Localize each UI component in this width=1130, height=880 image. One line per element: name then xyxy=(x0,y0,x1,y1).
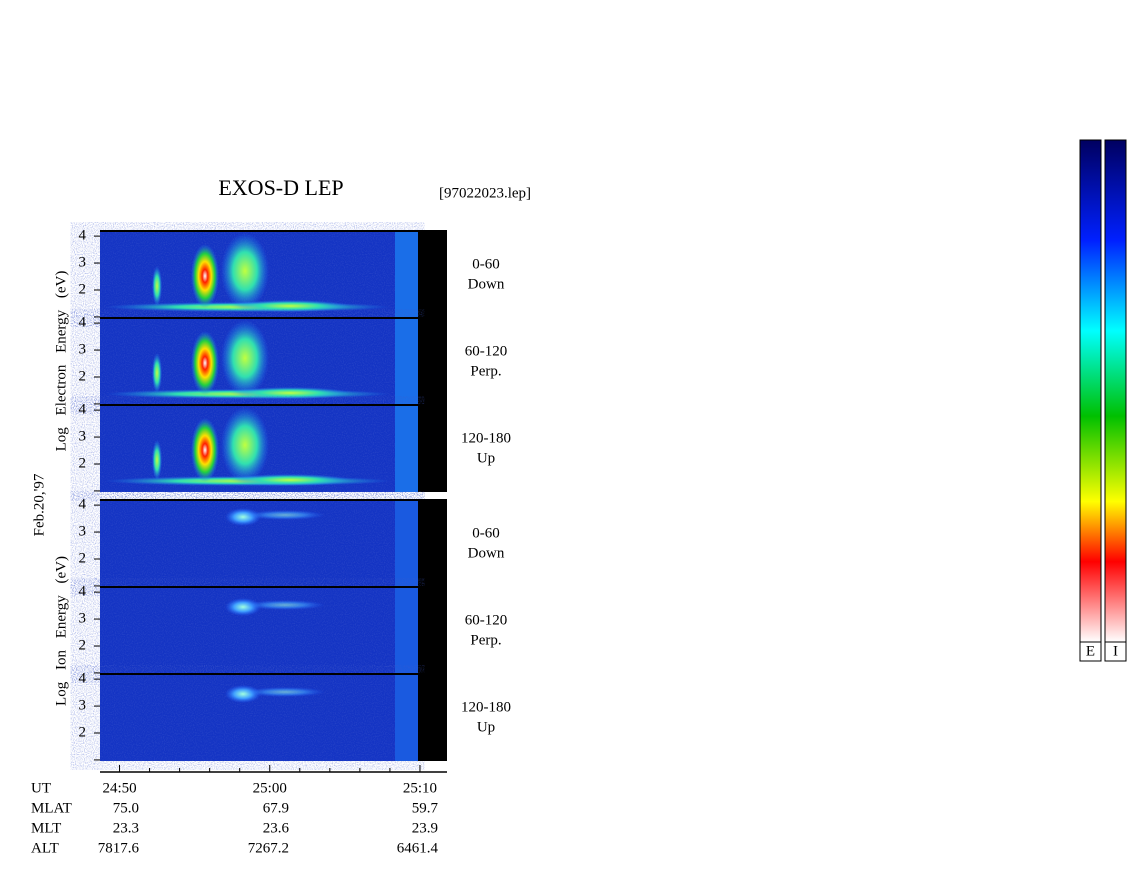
orbit-value: 7267.2 xyxy=(248,840,289,856)
y-tick-label: 2 xyxy=(79,637,87,653)
fill-band xyxy=(395,318,418,405)
panel-direction: Perp. xyxy=(470,632,501,648)
colorbar-label-box xyxy=(1104,641,1127,662)
panel-range: 120-180 xyxy=(461,699,511,715)
orbit-value: 67.9 xyxy=(263,800,289,816)
no-data xyxy=(418,587,447,674)
group-label: Log Ion Energy (eV) xyxy=(53,556,69,706)
y-tick-label: 3 xyxy=(79,697,87,713)
y-tick-label: 3 xyxy=(79,428,87,444)
date-label: Feb.20,'97 xyxy=(31,473,47,536)
colorbar xyxy=(1104,139,1127,643)
y-tick-label: 4 xyxy=(79,402,87,418)
no-data xyxy=(418,500,447,587)
blob xyxy=(191,331,219,395)
blob xyxy=(245,510,325,520)
blob xyxy=(230,387,350,399)
blob xyxy=(191,418,219,482)
y-tick-label: 2 xyxy=(79,368,87,384)
no-data xyxy=(418,674,447,761)
y-tick-label: 3 xyxy=(79,341,87,357)
group-label: Log Electron Energy (eV) xyxy=(53,271,69,452)
fill-band xyxy=(395,587,418,674)
x-tick-label: 24:50 xyxy=(102,780,136,796)
orbit-value: 59.7 xyxy=(412,800,439,816)
x-tick-label: 25:10 xyxy=(403,780,437,796)
x-tick-label: 25:00 xyxy=(253,780,287,796)
colorbar-label-box xyxy=(1079,641,1102,662)
fill-band xyxy=(395,231,418,318)
orbit-value: 6461.4 xyxy=(397,840,439,856)
blob xyxy=(221,407,269,483)
chart-title: EXOS-D LEP xyxy=(218,175,343,200)
blob xyxy=(245,687,325,697)
y-tick-label: 2 xyxy=(79,724,87,740)
y-tick-label: 3 xyxy=(79,610,87,626)
y-tick-label: 2 xyxy=(79,550,87,566)
no-data xyxy=(418,318,447,405)
orbit-value: 23.9 xyxy=(412,820,438,836)
no-data xyxy=(418,231,447,318)
panels xyxy=(100,230,447,761)
blob xyxy=(152,353,162,393)
panel-direction: Down xyxy=(468,545,505,561)
blob xyxy=(221,320,269,396)
y-tick-label: 4 xyxy=(79,228,87,244)
blob xyxy=(152,266,162,306)
blob xyxy=(152,440,162,480)
panel-direction: Perp. xyxy=(470,363,501,379)
orbit-value: 23.3 xyxy=(113,820,139,836)
y-tick-label: 4 xyxy=(79,584,87,600)
orbit-value: 23.6 xyxy=(263,820,290,836)
panel-range: 120-180 xyxy=(461,430,511,446)
blob xyxy=(245,600,325,610)
y-tick-label: 2 xyxy=(79,455,87,471)
orbit-value: 75.0 xyxy=(113,800,139,816)
panel-direction: Up xyxy=(477,450,495,466)
orbit-row-name: ALT xyxy=(31,840,59,856)
panel-range: 0-60 xyxy=(472,525,500,541)
blob xyxy=(221,233,269,309)
y-tick-label: 2 xyxy=(79,281,87,297)
panel-range: 60-120 xyxy=(465,343,508,359)
panel-range: 0-60 xyxy=(472,256,500,272)
orbit-row-name: MLAT xyxy=(31,800,72,816)
y-tick-label: 4 xyxy=(79,315,87,331)
y-tick-label: 4 xyxy=(79,497,87,513)
blob xyxy=(191,244,219,308)
ut-label: UT xyxy=(31,780,51,796)
fill-band xyxy=(395,674,418,761)
y-tick-label: 3 xyxy=(79,523,87,539)
no-data xyxy=(418,405,447,492)
panel-range: 60-120 xyxy=(465,612,508,628)
fill-band xyxy=(395,500,418,587)
blob xyxy=(230,300,350,312)
y-tick-label: 3 xyxy=(79,254,87,270)
colorbar-label: E xyxy=(1086,643,1095,659)
orbit-row-name: MLT xyxy=(31,820,61,836)
colorbar xyxy=(1079,139,1102,643)
fill-band xyxy=(395,405,418,492)
y-tick-label: 4 xyxy=(79,671,87,687)
file-label: [97022023.lep] xyxy=(439,185,531,201)
orbit-value: 7817.6 xyxy=(98,840,140,856)
panel-direction: Down xyxy=(468,276,505,292)
panel-direction: Up xyxy=(477,719,495,735)
colorbar-label: I xyxy=(1113,643,1118,659)
blob xyxy=(230,474,350,486)
